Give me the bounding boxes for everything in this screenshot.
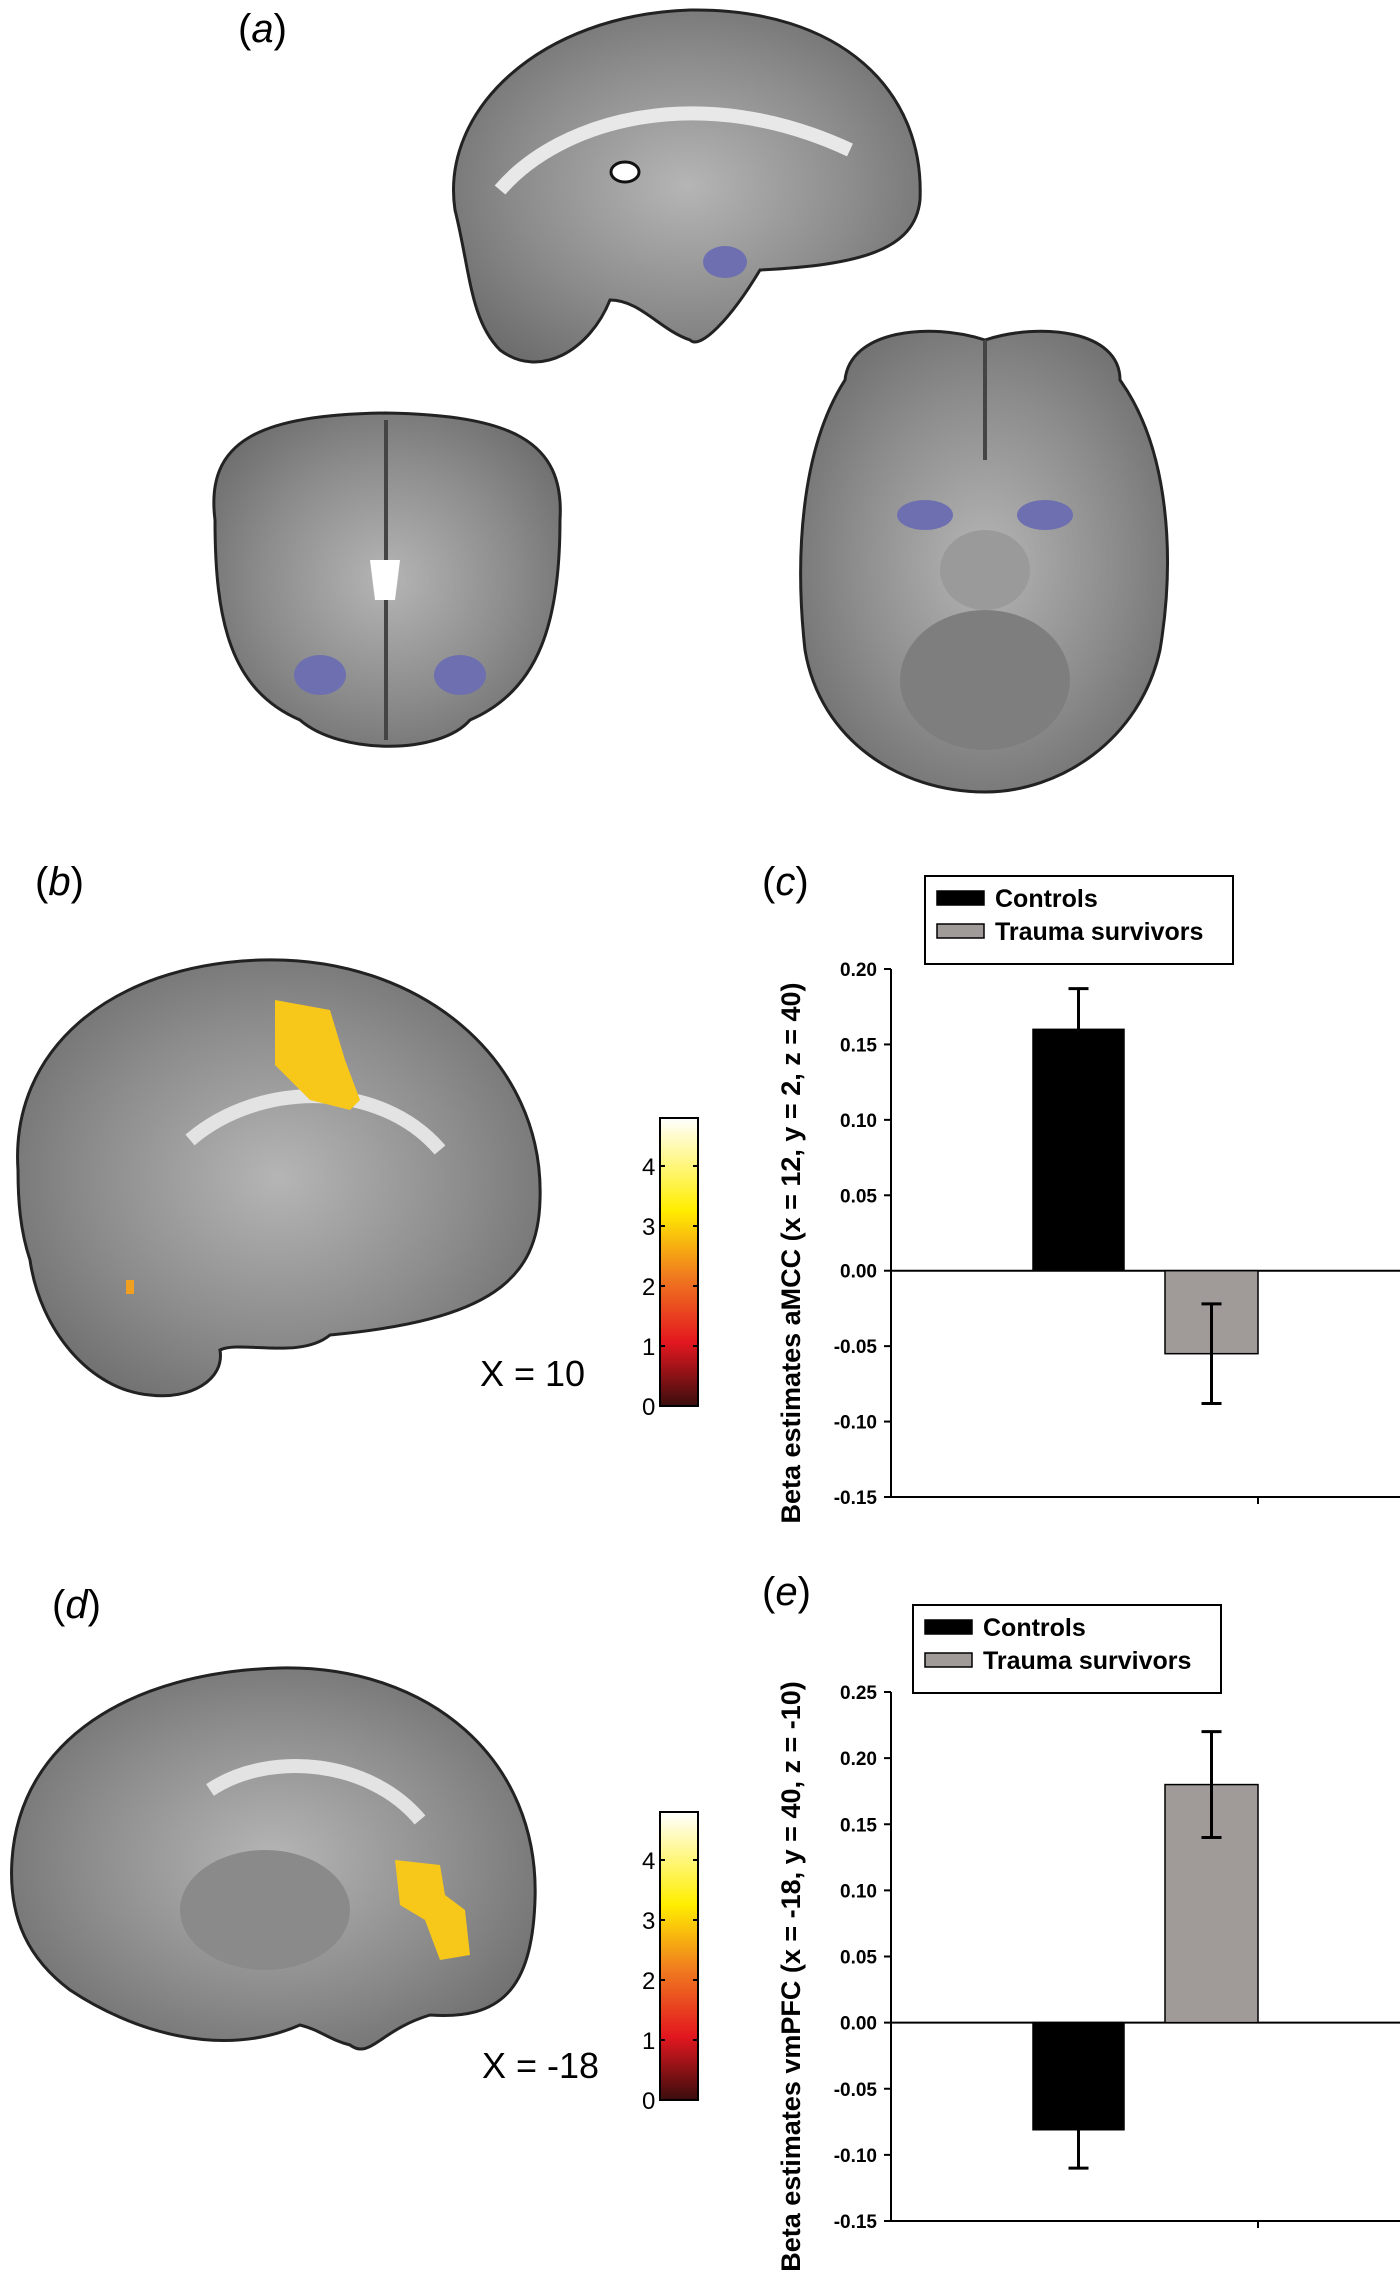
panel-label-e: (e) <box>762 1570 811 1614</box>
y-tick-label: -0.15 <box>834 1488 878 1509</box>
y-tick-label: 0.10 <box>840 1111 877 1132</box>
y-tick-label: -0.10 <box>834 1413 877 1434</box>
y-tick-label: -0.15 <box>834 2212 878 2233</box>
roi-amygdala-right <box>1017 500 1073 530</box>
roi-amygdala-left <box>897 500 953 530</box>
y-tick-label: 0.05 <box>840 1186 877 1207</box>
colorbar-d: 0 1 2 3 4 <box>642 1811 699 2115</box>
chart-c: 0.20 0.15 0.10 0.05 0.00 -0.05 -0.10 -0.15 Beta … <box>776 875 1400 1524</box>
panel-label-c: (c) <box>762 860 809 904</box>
legend-label: Controls <box>995 885 1098 913</box>
colorbar-tick-label: 0 <box>642 1394 655 1421</box>
legend-swatch <box>936 890 985 906</box>
y-tick-label: 0.05 <box>840 1948 877 1969</box>
legend: Controls Trauma survivors <box>924 875 1234 965</box>
legend: Controls Trauma survivors <box>912 1604 1222 1694</box>
y-tick-label: -0.10 <box>834 2146 877 2167</box>
y-tick-label: 0.25 <box>840 1683 877 1704</box>
brain-axial-a <box>799 329 1169 794</box>
y-tick-label: -0.05 <box>834 2080 878 2101</box>
y-tick-label: 0.20 <box>840 960 877 981</box>
colorbar-tick-label: 4 <box>642 1848 655 1875</box>
y-tick-label: -0.05 <box>834 1337 878 1358</box>
brain-sagittal-d <box>10 1666 537 2051</box>
y-axis-label: Beta estimates aMCC (x = 12, y = 2, z = … <box>776 982 806 1523</box>
y-tick-label: 0.15 <box>840 1035 877 1056</box>
colorbar-tick-label: 1 <box>642 1334 655 1361</box>
colorbar-tick-label: 4 <box>642 1154 655 1181</box>
y-tick-label: 0.15 <box>840 1815 877 1836</box>
legend-swatch <box>936 923 985 939</box>
colorbar-tick-label: 0 <box>642 2088 655 2115</box>
slice-coordinate-b: X = 10 <box>480 1353 585 1394</box>
colorbar-tick-label: 3 <box>642 1214 655 1241</box>
slice-coordinate-d: X = -18 <box>482 2045 599 2086</box>
legend-swatch <box>924 1619 973 1635</box>
legend-label: Trauma survivors <box>995 918 1203 946</box>
brain-sagittal-a <box>452 8 922 364</box>
y-tick-label: 0.00 <box>840 2014 877 2035</box>
colorbar-tick-label: 2 <box>642 1274 655 1301</box>
y-tick-label: 0.10 <box>840 1881 877 1902</box>
colorbar-tick-label: 1 <box>642 2028 655 2055</box>
colorbar-tick-label: 3 <box>642 1908 655 1935</box>
panel-label-d: (d) <box>52 1583 101 1627</box>
roi-amygdala <box>703 246 747 278</box>
legend-swatch <box>924 1652 973 1668</box>
legend-label: Controls <box>983 1614 1086 1642</box>
roi-amygdala-right <box>434 655 486 695</box>
brain-sagittal-b <box>16 958 542 1398</box>
y-tick-label: 0.20 <box>840 1749 877 1770</box>
activation-amcc <box>275 1000 360 1110</box>
y-axis-label: Beta estimates vmPFC (x = -18, y = 40, z… <box>776 1681 806 2272</box>
roi-amygdala-left <box>294 655 346 695</box>
legend-label: Trauma survivors <box>983 1647 1191 1675</box>
colorbar-tick-label: 2 <box>642 1968 655 1995</box>
activation-vmpfc <box>395 1860 470 1960</box>
chart-e: 0.25 0.20 0.15 0.10 0.05 0.00 -0.05 -0.10 -0.15 B… <box>776 1604 1400 2272</box>
y-tick-label: 0.00 <box>840 1262 877 1283</box>
panel-label-b: (b) <box>35 860 84 904</box>
colorbar-b: 0 1 2 3 4 <box>642 1117 699 1421</box>
brain-coronal-a <box>212 411 562 748</box>
panel-label-a: (a) <box>238 7 287 51</box>
